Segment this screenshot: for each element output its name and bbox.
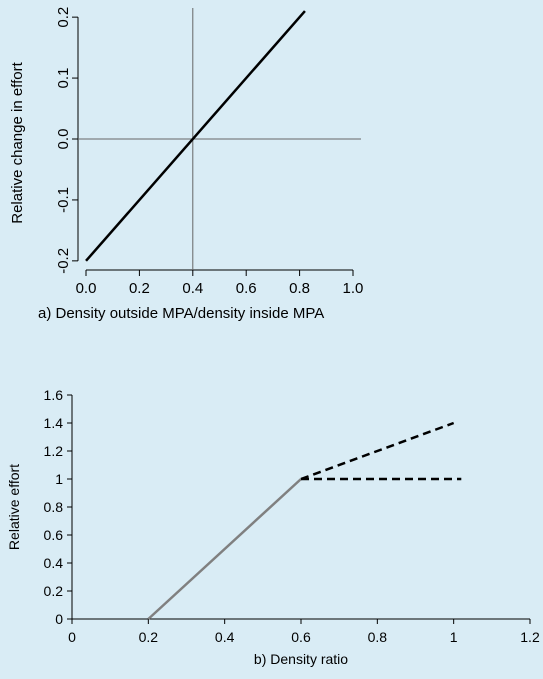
x-tick-label: 0.2	[139, 629, 159, 645]
y-tick-label: 1	[55, 471, 63, 487]
y-tick-label: 1.6	[44, 387, 64, 403]
y-axis-label: Relative effort	[6, 464, 22, 550]
x-tick-label: 0.6	[291, 629, 311, 645]
y-tick-label: 0.0	[55, 129, 72, 150]
y-tick-label: 0.6	[44, 527, 64, 543]
series-line	[85, 10, 306, 262]
y-tick-label: 0.1	[55, 68, 72, 89]
x-tick-label: 0.8	[368, 629, 388, 645]
series-line	[300, 421, 455, 481]
x-tick-label: 1.0	[343, 280, 364, 297]
x-tick-label: 0.2	[129, 280, 150, 297]
x-tick-label: 1	[450, 629, 458, 645]
y-tick-label: 0.4	[44, 555, 64, 571]
x-axis-label: b) Density ratio	[254, 651, 348, 667]
y-tick-label: 1.4	[44, 415, 64, 431]
x-tick-label: 0.4	[182, 280, 203, 297]
y-tick-label: 0	[55, 611, 63, 627]
y-axis-label: Relative change in effort	[9, 61, 26, 223]
x-tick-label: 0.0	[76, 280, 97, 297]
x-tick-label: 1.2	[520, 629, 540, 645]
x-tick-label: 0	[68, 629, 76, 645]
x-tick-label: 0.8	[289, 280, 310, 297]
chart-b: 0 0.2 0.4 0.6 0.8 1 1.2 1.4 1.6 0 0.2 0.4 0.6 0.8 1 1.2…	[6, 387, 540, 667]
y-tick-label: 0.2	[44, 583, 64, 599]
y-tick-label: 1.2	[44, 443, 64, 459]
y-tick-label: -0.1	[55, 187, 72, 213]
y-tick-label: 0.8	[44, 499, 64, 515]
x-axis-label: a) Density outside MPA/density inside MP…	[38, 305, 324, 322]
x-tick-label: 0.4	[215, 629, 235, 645]
chart-a: -0.2 -0.1 0.0 0.1 0.2 0.0 0.2 0.4 0.6 0.8 1.0 Relat…	[9, 7, 363, 322]
y-tick-label: 0.2	[55, 7, 72, 28]
series-line	[147, 478, 302, 620]
x-tick-label: 0.6	[236, 280, 257, 297]
y-tick-label: -0.2	[55, 248, 72, 274]
